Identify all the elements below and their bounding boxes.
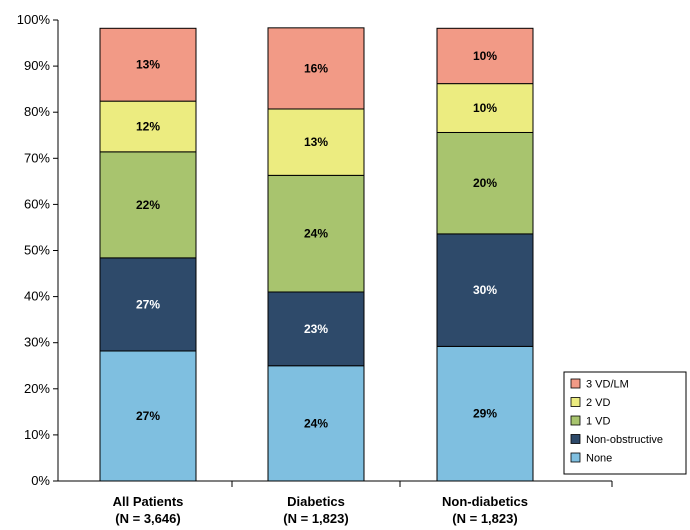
bar-segment: [267, 27, 365, 110]
x-category-n-label: (N = 1,823): [283, 511, 348, 526]
y-tick-label: 80%: [24, 104, 50, 119]
y-tick-label: 10%: [24, 427, 50, 442]
data-label: 29%: [473, 407, 497, 421]
legend: 3 VD/LM 2 VD 1 VD Non-obstructive None: [563, 371, 687, 475]
y-tick-label: 20%: [24, 381, 50, 396]
y-tick-label: 60%: [24, 196, 50, 211]
data-label: 10%: [473, 49, 497, 63]
legend-label: None: [586, 453, 612, 465]
legend-label: 2 VD: [586, 397, 611, 409]
data-labels: 27% 27% 22% 12% 13% 24% 23% 24% 13% 16% 29% 30% 20% 1…: [136, 49, 497, 430]
y-tick-label: 40%: [24, 289, 50, 304]
legend-label: 1 VD: [586, 416, 611, 428]
bar-segment: [436, 131, 534, 235]
y-tick-label: 0%: [31, 473, 50, 488]
legend-swatch: [570, 452, 581, 463]
data-label: 12%: [136, 119, 160, 133]
data-label: 24%: [304, 416, 328, 430]
legend-swatch: [570, 434, 581, 444]
bar-segment: [436, 345, 534, 482]
bar-segment: [436, 83, 534, 133]
legend-swatch: [570, 378, 581, 389]
bar-segment: [99, 350, 197, 482]
data-label: 22%: [136, 198, 160, 212]
y-tick-label: 90%: [24, 58, 50, 73]
bar-segment: [267, 174, 365, 293]
x-category-label: All Patients: [113, 494, 184, 509]
x-category-label: Non-diabetics: [442, 494, 528, 509]
data-label: 20%: [473, 176, 497, 190]
x-category-label: Diabetics: [287, 494, 345, 509]
data-label: 27%: [136, 297, 160, 311]
data-label: 30%: [473, 283, 497, 297]
bar-segment: [99, 100, 197, 153]
bar-segment: [267, 108, 365, 176]
bars: [99, 27, 534, 482]
data-label: 27%: [136, 409, 160, 423]
data-label: 13%: [136, 58, 160, 72]
y-tick-label: 100%: [17, 12, 51, 27]
bar-segment: [436, 233, 534, 347]
x-category-n-label: (N = 1,823): [452, 511, 517, 526]
legend-box: [563, 371, 687, 475]
data-label: 16%: [304, 61, 328, 75]
data-label: 10%: [473, 101, 497, 115]
legend-swatch: [570, 397, 581, 407]
x-axis-labels: All Patients (N = 3,646) Diabetics (N = 1,8…: [113, 494, 528, 526]
legend-label: 3 VD/LM: [586, 379, 629, 391]
bar-segment: [267, 365, 365, 482]
legend-label: Non-obstructive: [586, 434, 663, 446]
bar-segment: [436, 27, 534, 85]
y-tick-label: 70%: [24, 150, 50, 165]
y-tick-label: 50%: [24, 243, 50, 258]
legend-swatch: [570, 415, 581, 426]
data-label: 13%: [304, 135, 328, 149]
x-category-n-label: (N = 3,646): [115, 511, 180, 526]
bar-segment: [99, 27, 197, 102]
bar-segment: [99, 257, 197, 352]
data-label: 24%: [304, 227, 328, 241]
axes: 0% 10% 20% 30% 40% 50% 60% 70% 80% 90% 100%: [17, 12, 613, 488]
y-tick-label: 30%: [24, 335, 50, 350]
data-label: 23%: [304, 322, 328, 336]
